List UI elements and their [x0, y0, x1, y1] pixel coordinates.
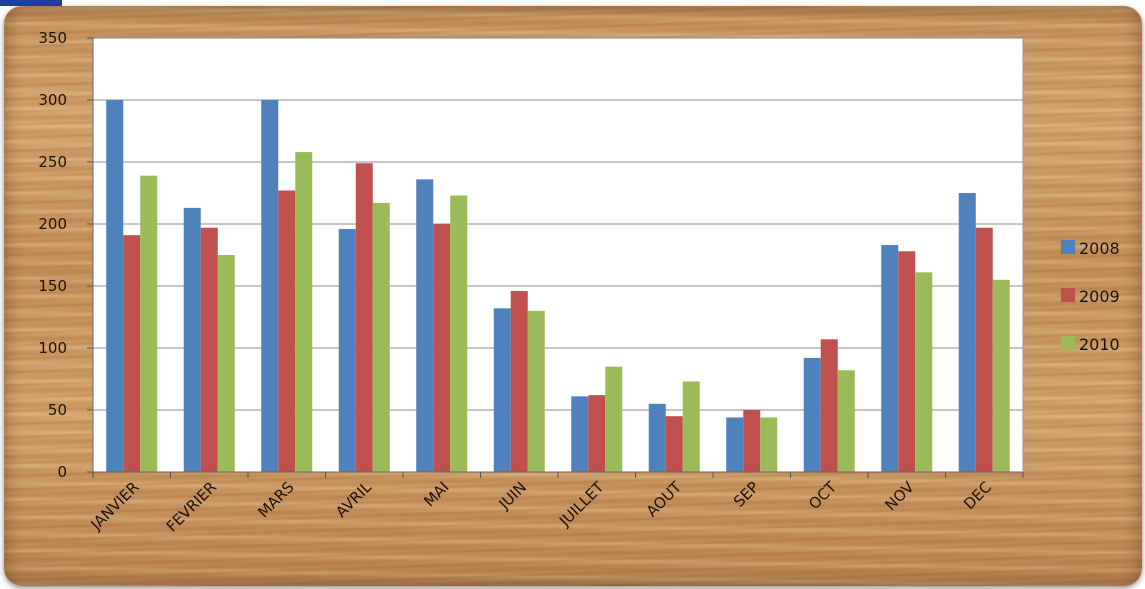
x-tick-label: JANVIER	[87, 478, 143, 534]
bar-2009-fevrier	[200, 227, 218, 472]
bar-2008-sep	[726, 417, 744, 472]
legend-label-2010: 2010	[1079, 335, 1120, 354]
legend: 2008 2009 2010	[1061, 239, 1120, 354]
bar-2010-fevrier	[217, 255, 235, 472]
bar-2008-juillet	[571, 396, 589, 472]
legend-swatch-2009	[1061, 288, 1075, 302]
y-tick-label: 300	[38, 91, 67, 109]
x-tick-label: AOUT	[643, 478, 686, 521]
bar-2010-nov	[915, 272, 933, 472]
bar-2008-oct	[803, 357, 821, 472]
y-tick-label: 50	[48, 401, 67, 419]
bar-2008-aout	[648, 403, 666, 472]
bar-2009-juin	[510, 290, 528, 472]
plot-area	[92, 37, 1024, 473]
bar-2010-oct	[837, 370, 855, 472]
bar-2009-mars	[278, 190, 296, 472]
bar-2010-juillet	[605, 366, 623, 472]
legend-swatch-2008	[1061, 240, 1075, 254]
x-tick-label: JUILLET	[555, 478, 608, 531]
bar-2009-janvier	[123, 235, 141, 472]
x-tick-label: NOV	[881, 478, 918, 515]
y-tick-label: 200	[38, 215, 67, 233]
legend-swatch-2010	[1061, 336, 1075, 350]
legend-label-2009: 2009	[1079, 287, 1120, 306]
x-tick-label: AVRIL	[332, 478, 375, 521]
x-tick-label: MARS	[254, 478, 297, 521]
x-tick-label: JUIN	[495, 478, 530, 513]
bar-2008-mai	[416, 179, 434, 473]
legend-label-2008: 2008	[1079, 239, 1120, 258]
gridlines	[93, 37, 1023, 411]
bar-2009-oct	[820, 339, 838, 472]
bars	[106, 100, 1010, 473]
y-tick-label: 250	[38, 153, 67, 171]
y-tick-label: 350	[38, 29, 67, 47]
bar-2008-mars	[261, 100, 279, 472]
bar-2008-dec	[958, 193, 976, 472]
bar-2008-janvier	[106, 100, 124, 472]
bar-2008-juin	[493, 308, 511, 472]
bar-2010-juin	[527, 310, 545, 472]
bar-2009-nov	[898, 251, 916, 472]
y-tick-label: 150	[38, 277, 67, 295]
bar-2008-fevrier	[183, 207, 201, 472]
bar-2009-sep	[743, 410, 761, 472]
bar-chart: 0 50 100 150 200 250 300 350 JANVIER FEVRIER MARS A…	[38, 29, 1120, 535]
bar-2009-aout	[665, 416, 683, 472]
x-tick-label: DEC	[960, 478, 995, 513]
x-tick-label: MAI	[420, 478, 452, 510]
y-tick-label: 0	[57, 463, 67, 481]
bar-2010-dec	[992, 279, 1010, 472]
bar-2009-mai	[433, 224, 451, 472]
bar-2010-janvier	[140, 175, 158, 472]
wood-board-frame: 0 50 100 150 200 250 300 350 JANVIER FEVRIER MARS A…	[4, 6, 1142, 586]
bar-2010-sep	[760, 417, 778, 472]
bar-2010-aout	[682, 381, 700, 472]
x-tick-label: SEP	[730, 478, 763, 511]
bar-2009-dec	[975, 227, 993, 472]
bar-2009-avril	[355, 163, 373, 473]
x-tick-label: OCT	[805, 478, 841, 514]
bar-2008-nov	[881, 245, 899, 472]
x-tick-label: FEVRIER	[163, 478, 220, 535]
corner-tab	[0, 0, 62, 6]
bar-2008-avril	[338, 228, 356, 472]
bar-2009-juillet	[588, 395, 606, 472]
bar-2010-mai	[450, 195, 468, 473]
bar-2010-avril	[372, 202, 390, 473]
bar-2010-mars	[295, 152, 313, 472]
y-tick-label: 100	[38, 339, 67, 357]
